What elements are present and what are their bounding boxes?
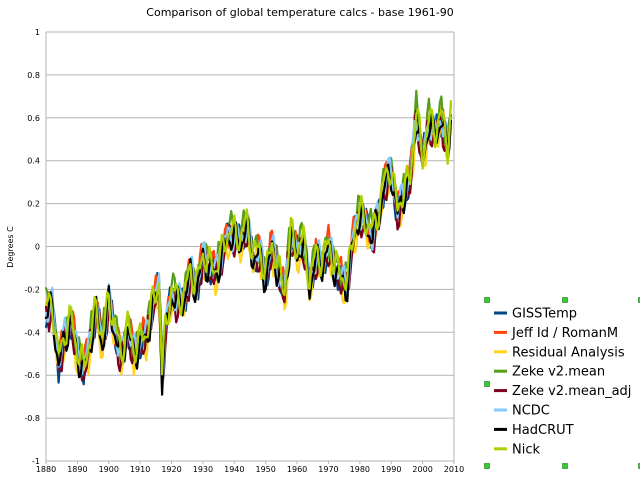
x-tick-label: 1890: [67, 465, 87, 474]
y-tick-label: 0.8: [27, 71, 40, 80]
y-tick-label: 0.2: [27, 200, 40, 209]
x-tick-label: 1880: [36, 465, 56, 474]
x-tick-label: 1980: [350, 465, 370, 474]
y-tick-label: -0.2: [24, 285, 40, 294]
y-tick-label: -1: [32, 457, 40, 466]
legend-selection-handle[interactable]: [484, 297, 490, 303]
y-tick-label: 0.4: [27, 157, 40, 166]
y-axis-ticks: -1 -0.8 -0.6 -0.4 -0.2 0 0.2 0.4 0.6 0.8 1: [24, 28, 40, 466]
legend-selection-handle[interactable]: [638, 463, 640, 469]
legend-label: Jeff Id / RomanM: [511, 326, 618, 341]
legend-label: HadCRUT: [512, 423, 574, 438]
x-tick-label: 1970: [318, 465, 338, 474]
x-tick-label: 1900: [99, 465, 119, 474]
y-tick-label: -0.4: [24, 328, 40, 337]
y-tick-label: -0.8: [24, 414, 40, 423]
x-axis-ticks: 1880 1890 1900 1910 1920 1930 1940 1950 1960 1970…: [36, 461, 464, 474]
legend-label: Residual Analysis: [512, 345, 625, 360]
legend[interactable]: GISSTemp Jeff Id / RomanM Residual Analysi…: [484, 297, 640, 469]
x-tick-label: 1960: [287, 465, 307, 474]
legend-label: Nick: [512, 442, 540, 457]
x-tick-label: 1950: [256, 465, 276, 474]
x-tick-label: 1990: [381, 465, 401, 474]
x-tick-label: 1930: [193, 465, 213, 474]
x-tick-label: 2010: [444, 465, 464, 474]
x-tick-label: 2000: [412, 465, 432, 474]
legend-selection-handle[interactable]: [562, 297, 568, 303]
y-tick-label: 0.6: [27, 114, 40, 123]
x-tick-label: 1910: [130, 465, 150, 474]
legend-selection-handle[interactable]: [562, 463, 568, 469]
x-tick-label: 1920: [161, 465, 181, 474]
legend-label: NCDC: [512, 404, 550, 419]
y-tick-label: 1: [35, 28, 40, 37]
legend-label: Zeke v2.mean_adj: [512, 384, 631, 399]
legend-label: GISSTemp: [512, 307, 577, 322]
series-line-5: [44, 114, 452, 394]
series-line-7: [44, 100, 452, 376]
y-axis-label: Degrees C: [6, 226, 15, 268]
series-lines: [44, 89, 452, 396]
y-tick-label: 0: [35, 243, 40, 252]
legend-selection-handle[interactable]: [484, 381, 490, 387]
legend-selection-handle[interactable]: [484, 463, 490, 469]
legend-label: Zeke v2.mean: [512, 365, 605, 380]
legend-selection-handle[interactable]: [638, 297, 640, 303]
series-line-2: [44, 106, 452, 377]
y-tick-label: -0.6: [24, 371, 40, 380]
chart-title: Comparison of global temperature calcs -…: [146, 6, 453, 19]
x-tick-label: 1940: [224, 465, 244, 474]
